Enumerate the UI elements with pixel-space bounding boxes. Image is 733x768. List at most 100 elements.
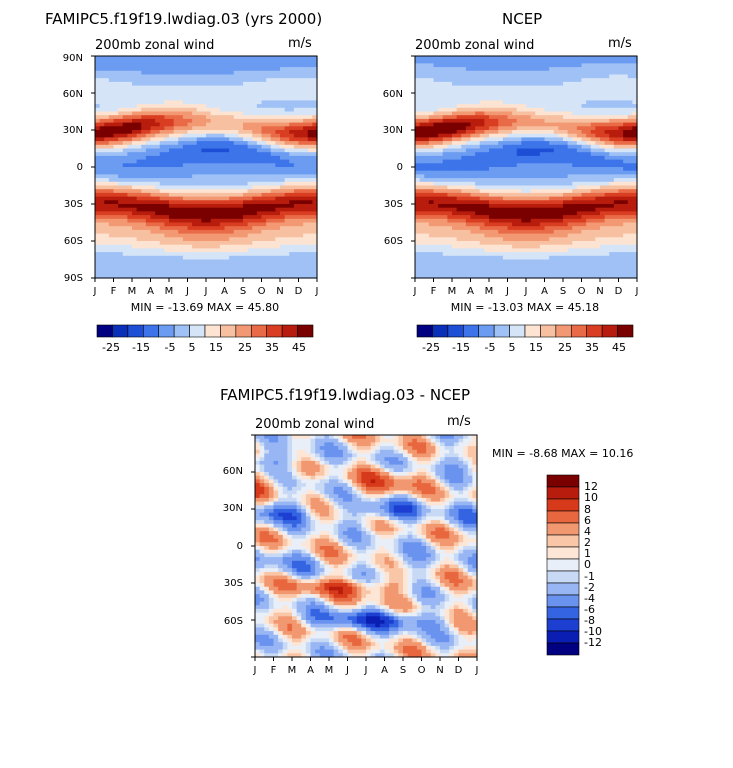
heatmap-cell	[122, 104, 128, 109]
heatmap-cell	[293, 155, 300, 161]
heatmap-cell	[604, 126, 610, 131]
heatmap-cell	[215, 155, 221, 161]
heatmap-cell	[539, 96, 546, 101]
heatmap-cell	[498, 78, 504, 83]
heatmap-cell	[293, 130, 300, 135]
heatmap-cell	[502, 189, 509, 194]
heatmap-cell	[150, 181, 156, 187]
heatmap-cell	[136, 270, 142, 275]
heatmap-cell	[595, 111, 601, 116]
colorbar-swatch	[96, 324, 113, 338]
heatmap-cell	[618, 148, 624, 153]
heatmap-cell	[618, 70, 624, 76]
heatmap-cell	[307, 81, 313, 87]
heatmap-cell	[178, 122, 184, 127]
heatmap-cell	[219, 133, 226, 138]
heatmap-cell	[535, 96, 541, 101]
heatmap-cell	[507, 100, 513, 105]
heatmap-cell	[113, 244, 119, 249]
heatmap-cell	[289, 155, 295, 161]
y-tick-label: 60N	[63, 89, 83, 100]
heatmap-cell	[563, 93, 569, 98]
heatmap-cell	[576, 141, 583, 146]
heatmap-cell	[484, 185, 490, 190]
heatmap-cell	[428, 107, 435, 113]
heatmap-cell	[187, 67, 193, 72]
heatmap-cell	[470, 70, 476, 76]
heatmap-cell	[475, 85, 481, 90]
heatmap-cell	[424, 144, 430, 150]
heatmap-cell	[247, 93, 253, 98]
heatmap-cell	[173, 159, 179, 164]
heatmap-cell	[252, 196, 258, 201]
heatmap-cell	[206, 263, 212, 268]
heatmap-cell	[618, 159, 624, 164]
heatmap-cell	[284, 270, 290, 275]
heatmap-cell	[113, 222, 119, 227]
heatmap-cell	[526, 181, 532, 187]
heatmap-cell	[145, 222, 152, 227]
heatmap-cell	[201, 130, 207, 135]
heatmap-cell	[238, 189, 244, 194]
heatmap-cell	[224, 196, 230, 201]
heatmap-cell	[261, 229, 267, 235]
heatmap-cell	[586, 200, 592, 205]
heatmap-cell	[164, 237, 170, 242]
heatmap-cell	[623, 67, 629, 72]
heatmap-cell	[280, 78, 286, 83]
heatmap-cell	[539, 163, 546, 168]
heatmap-cell	[512, 185, 518, 190]
heatmap-cell	[447, 118, 453, 124]
heatmap-cell	[539, 56, 546, 61]
heatmap-cell	[604, 107, 610, 113]
heatmap-cell	[132, 81, 138, 87]
heatmap-cell	[224, 181, 230, 187]
heatmap-cell	[456, 67, 462, 72]
heatmap-cell	[312, 204, 318, 209]
heatmap-cell	[493, 104, 499, 109]
heatmap-cell	[526, 118, 532, 124]
heatmap-cell	[206, 56, 212, 61]
heatmap-cell	[270, 111, 276, 116]
heatmap-cell	[229, 211, 235, 216]
heatmap-cell	[544, 144, 550, 150]
heatmap-cell	[563, 115, 569, 120]
heatmap-cell	[99, 104, 105, 109]
heatmap-cell	[243, 174, 249, 179]
heatmap-cell	[145, 130, 152, 135]
heatmap-cell	[298, 81, 304, 87]
heatmap-cell	[210, 126, 216, 131]
heatmap-cell	[173, 148, 179, 153]
heatmap-cell	[122, 270, 128, 275]
heatmap-cell	[229, 255, 235, 261]
heatmap-cell	[484, 85, 490, 90]
heatmap-cell	[507, 115, 513, 120]
heatmap-cell	[118, 93, 124, 98]
heatmap-cell	[293, 200, 300, 205]
heatmap-cell	[526, 126, 532, 131]
heatmap-cell	[447, 56, 453, 61]
heatmap-cell	[182, 133, 189, 138]
heatmap-cell	[502, 115, 509, 120]
heatmap-cell	[270, 89, 276, 94]
heatmap-cell	[187, 56, 193, 61]
heatmap-cell	[293, 122, 300, 127]
heatmap-cell	[312, 163, 318, 168]
heatmap-cell	[461, 74, 467, 79]
heatmap-cell	[627, 148, 633, 153]
heatmap-cell	[307, 237, 313, 242]
heatmap-cell	[613, 130, 620, 135]
heatmap-cell	[145, 237, 152, 242]
heatmap-cell	[201, 185, 207, 190]
heatmap-cell	[303, 200, 309, 205]
heatmap-cell	[113, 233, 119, 238]
heatmap-cell	[108, 141, 115, 146]
heatmap-cell	[238, 63, 244, 68]
heatmap-cell	[512, 181, 518, 187]
heatmap-cell	[270, 218, 276, 224]
heatmap-cell	[178, 118, 184, 124]
heatmap-cell	[206, 211, 212, 216]
heatmap-cell	[266, 207, 272, 212]
heatmap-cell	[256, 270, 263, 275]
heatmap-cell	[433, 148, 439, 153]
